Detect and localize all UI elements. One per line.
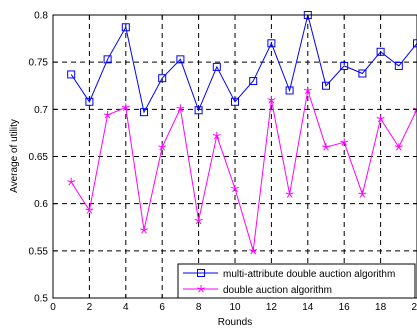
y-tick-label-6: 0.8 bbox=[34, 11, 48, 22]
x-tick-label-7: 14 bbox=[302, 302, 314, 313]
series-1-point-16 bbox=[340, 61, 349, 70]
series-1-point-13 bbox=[285, 86, 294, 95]
x-tick-label-10: 20 bbox=[411, 302, 417, 313]
series-1-point-19 bbox=[394, 61, 403, 70]
series-2-point-13 bbox=[285, 190, 294, 198]
series-1-point-4 bbox=[121, 23, 130, 32]
grid-lines bbox=[53, 15, 417, 298]
series-1-point-3 bbox=[103, 55, 112, 64]
y-tick-label-4: 0.7 bbox=[34, 105, 48, 116]
x-tick-label-9: 18 bbox=[375, 302, 387, 313]
x-tick-label-4: 8 bbox=[196, 302, 202, 313]
y-tick-label-3: 0.65 bbox=[29, 152, 49, 163]
series-1-point-7 bbox=[176, 55, 185, 64]
series-2-point-18 bbox=[376, 114, 385, 123]
series-2-point-19 bbox=[394, 143, 403, 151]
series-2-point-2 bbox=[85, 206, 94, 214]
series-2-line bbox=[70, 90, 417, 251]
legend-marker-series-1 bbox=[197, 269, 205, 277]
y-tick-label-5: 0.75 bbox=[29, 58, 49, 69]
series-2-point-12 bbox=[267, 95, 276, 104]
legend: multi-attribute double auction algorithm… bbox=[177, 263, 416, 299]
series-2-point-16 bbox=[340, 138, 349, 146]
series-1-point-10 bbox=[231, 97, 239, 106]
tick-labels: 0 2 4 6 8 10 12 14 16 18 20 0.5 0.55 0.6 0.65 0.7 0.75 0.… bbox=[29, 11, 417, 314]
series-layer bbox=[67, 11, 417, 255]
series-2-point-14 bbox=[303, 86, 312, 94]
series-1-point-17 bbox=[358, 69, 367, 78]
series-1-point-15 bbox=[322, 81, 330, 90]
y-tick-label-0: 0.5 bbox=[34, 294, 48, 305]
x-tick-label-0: 0 bbox=[50, 302, 56, 313]
x-tick-label-3: 6 bbox=[159, 302, 165, 313]
series-2-point-3 bbox=[103, 111, 112, 119]
series-2-point-8 bbox=[194, 216, 203, 225]
x-tick-label-5: 10 bbox=[229, 302, 241, 313]
series-2-point-7 bbox=[176, 104, 185, 112]
series-1-point-11 bbox=[249, 77, 258, 86]
series-2-point-5 bbox=[140, 226, 148, 234]
legend-marker-series-2 bbox=[197, 285, 205, 293]
x-tick-label-2: 4 bbox=[123, 302, 129, 313]
series-2-point-1 bbox=[67, 178, 76, 186]
x-axis-label: Rounds bbox=[218, 317, 252, 328]
x-tick-label-1: 2 bbox=[87, 302, 93, 313]
series-1-point-20 bbox=[413, 39, 417, 48]
series-1-point-18 bbox=[376, 47, 385, 56]
series-1-point-1 bbox=[67, 70, 76, 79]
legend-box bbox=[177, 263, 416, 299]
y-tick-label-2: 0.6 bbox=[34, 199, 48, 210]
series-1-point-12 bbox=[267, 39, 276, 48]
x-tick-label-8: 16 bbox=[339, 302, 351, 313]
y-tick-label-1: 0.55 bbox=[29, 246, 49, 257]
legend-label-series-2: double auction algorithm bbox=[223, 285, 332, 296]
series-1-point-6 bbox=[158, 74, 167, 83]
series-1-point-5 bbox=[140, 108, 148, 117]
series-2-point-6 bbox=[158, 143, 167, 151]
series-1-point-9 bbox=[212, 62, 221, 71]
series-1-point-8 bbox=[194, 106, 203, 115]
y-axis-label: Average of utility bbox=[9, 119, 20, 193]
series-2-point-10 bbox=[231, 184, 239, 193]
legend-label-series-1: multi-attribute double auction algorithm bbox=[223, 269, 395, 280]
series-2-point-15 bbox=[322, 143, 330, 151]
series-2-point-9 bbox=[212, 131, 221, 140]
series-2-point-17 bbox=[358, 190, 367, 198]
series-2-point-11 bbox=[249, 246, 258, 255]
x-tick-label-6: 12 bbox=[266, 302, 278, 313]
series-1-point-2 bbox=[85, 97, 94, 106]
series-2-point-4 bbox=[121, 103, 130, 111]
